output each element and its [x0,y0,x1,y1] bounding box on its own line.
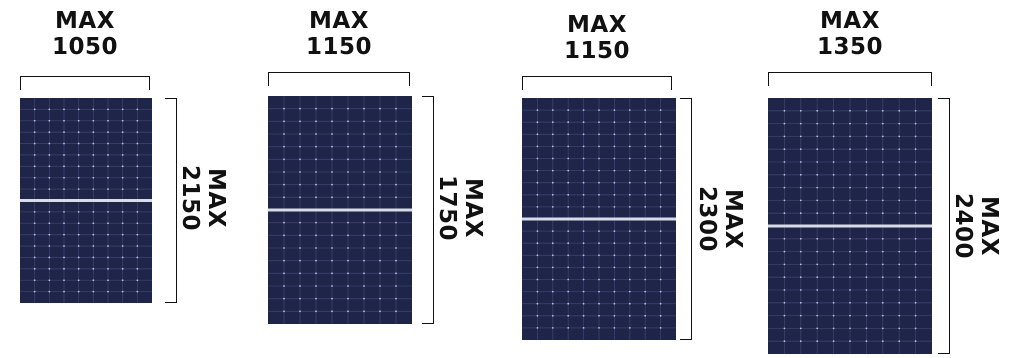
height-bracket-3 [680,98,692,340]
solar-panel-3-cells [522,98,676,340]
width-bracket-4 [768,72,932,86]
width-label-value: 1050 [51,34,118,60]
height-label-1: MAX 2150 [177,158,229,238]
width-label-4: MAX 1350 [768,8,932,60]
solar-panel-2-cells [268,96,412,324]
solar-panel-2 [268,96,412,324]
solar-panel-4 [768,98,932,354]
height-bracket-1 [165,98,177,303]
height-bracket-4 [938,98,950,354]
width-label-2: MAX 1150 [268,8,410,60]
solar-panel-4-cells [768,98,932,354]
solar-panel-1 [20,98,152,303]
height-label-3: MAX 2300 [694,179,746,259]
width-bracket-1 [20,76,150,90]
height-label-2: MAX 1750 [434,168,486,248]
width-label-max: MAX [820,8,880,34]
height-label-max: MAX [976,196,1002,256]
height-label-max: MAX [720,189,746,249]
height-bracket-2 [422,96,434,324]
width-label-max: MAX [567,12,627,38]
height-label-4: MAX 2400 [950,186,1002,266]
width-label-3: MAX 1150 [522,12,672,64]
width-label-value: 1150 [563,38,630,64]
width-label-max: MAX [309,8,369,34]
solar-panel-3 [522,98,676,340]
width-bracket-2 [268,72,410,86]
height-label-value: 2400 [950,192,976,259]
height-label-value: 2300 [694,185,720,252]
height-label-max: MAX [203,168,229,228]
width-label-value: 1350 [816,34,883,60]
width-label-1: MAX 1050 [20,8,150,60]
solar-panel-1-cells [20,98,152,303]
width-label-max: MAX [55,8,115,34]
height-label-value: 1750 [434,174,460,241]
width-bracket-3 [522,76,672,90]
height-label-value: 2150 [177,164,203,231]
height-label-max: MAX [460,178,486,238]
width-label-value: 1150 [305,34,372,60]
